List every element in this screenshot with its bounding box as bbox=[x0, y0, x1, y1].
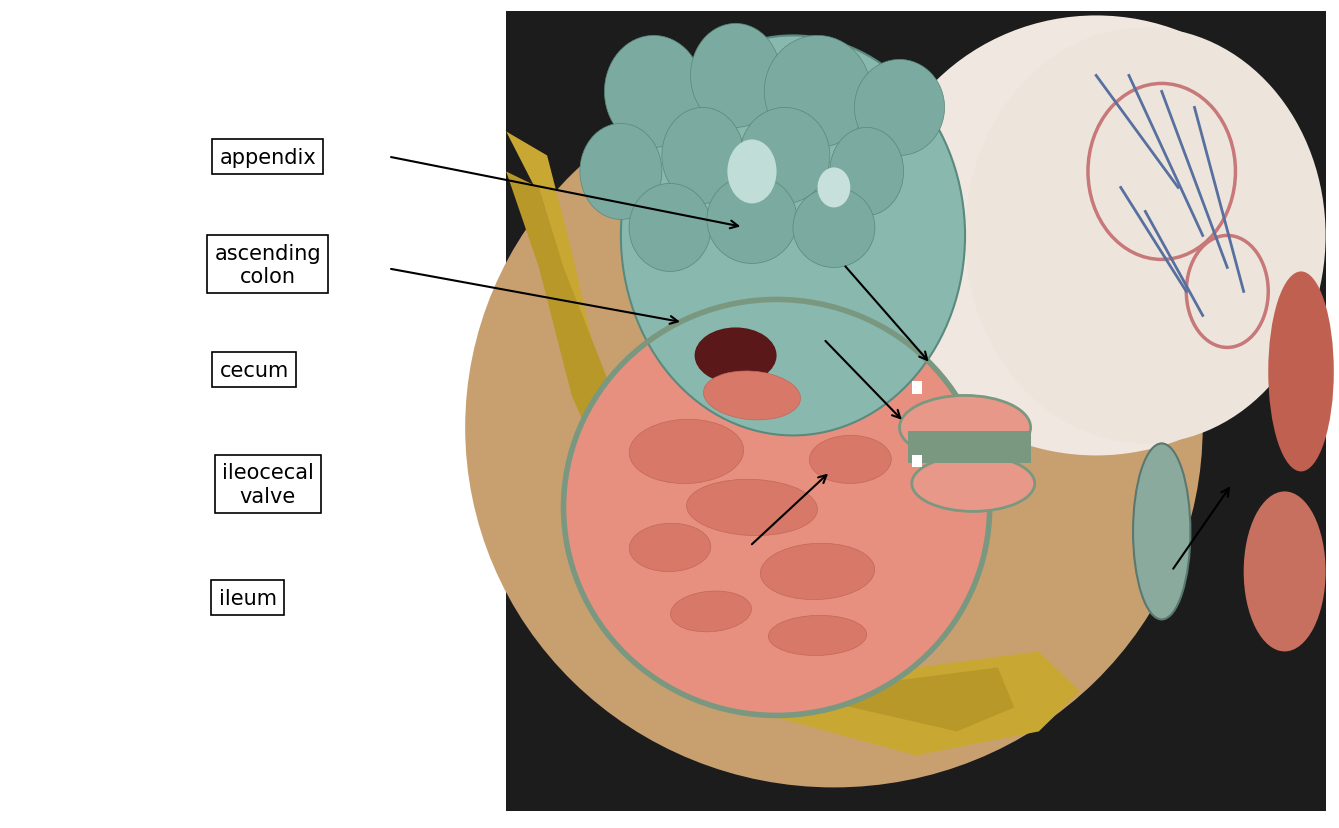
Ellipse shape bbox=[965, 28, 1326, 444]
Ellipse shape bbox=[629, 184, 711, 272]
Ellipse shape bbox=[870, 17, 1322, 456]
Ellipse shape bbox=[765, 36, 870, 148]
Ellipse shape bbox=[691, 24, 781, 128]
Ellipse shape bbox=[671, 591, 751, 632]
Bar bbox=[908, 432, 1031, 464]
Bar bbox=[912, 455, 921, 468]
Ellipse shape bbox=[830, 128, 904, 216]
Ellipse shape bbox=[629, 523, 711, 572]
Ellipse shape bbox=[1244, 492, 1326, 652]
Ellipse shape bbox=[629, 420, 743, 484]
Text: ileum: ileum bbox=[218, 588, 277, 608]
Ellipse shape bbox=[854, 60, 944, 156]
Ellipse shape bbox=[1133, 444, 1190, 619]
Ellipse shape bbox=[761, 544, 874, 599]
Ellipse shape bbox=[739, 108, 830, 205]
Ellipse shape bbox=[465, 69, 1202, 787]
Ellipse shape bbox=[1268, 272, 1334, 472]
Ellipse shape bbox=[621, 36, 965, 436]
Ellipse shape bbox=[687, 479, 817, 536]
Text: ascending
colon: ascending colon bbox=[214, 243, 321, 286]
Text: appendix: appendix bbox=[220, 147, 316, 167]
Ellipse shape bbox=[580, 124, 661, 220]
Ellipse shape bbox=[900, 396, 1031, 460]
Text: cecum: cecum bbox=[220, 360, 289, 380]
Ellipse shape bbox=[769, 616, 866, 656]
Ellipse shape bbox=[695, 328, 777, 384]
Ellipse shape bbox=[661, 108, 743, 205]
Ellipse shape bbox=[793, 188, 874, 268]
Ellipse shape bbox=[912, 456, 1035, 512]
Ellipse shape bbox=[809, 436, 892, 484]
Polygon shape bbox=[506, 172, 1014, 732]
Ellipse shape bbox=[727, 140, 777, 205]
Ellipse shape bbox=[818, 168, 850, 208]
Bar bbox=[506, 12, 1326, 811]
Ellipse shape bbox=[604, 36, 703, 148]
Ellipse shape bbox=[707, 176, 797, 264]
Text: ileocecal
valve: ileocecal valve bbox=[222, 463, 313, 506]
Ellipse shape bbox=[564, 300, 990, 715]
Ellipse shape bbox=[703, 372, 801, 421]
Bar bbox=[912, 382, 921, 394]
Polygon shape bbox=[506, 132, 1079, 755]
